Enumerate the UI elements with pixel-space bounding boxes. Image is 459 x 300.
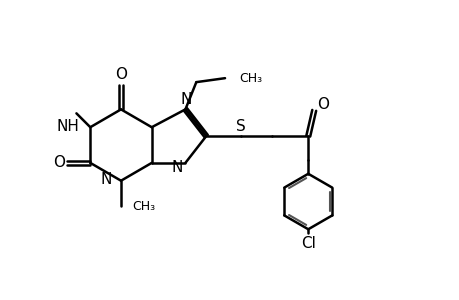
- Text: S: S: [235, 119, 245, 134]
- Text: Cl: Cl: [300, 236, 315, 250]
- Text: O: O: [53, 155, 65, 170]
- Text: N: N: [101, 172, 112, 187]
- Text: O: O: [115, 67, 127, 82]
- Text: O: O: [316, 97, 328, 112]
- Text: NH: NH: [56, 119, 79, 134]
- Text: N: N: [171, 160, 183, 175]
- Text: N: N: [180, 92, 192, 107]
- Text: CH₃: CH₃: [132, 200, 155, 213]
- Text: CH₃: CH₃: [238, 72, 262, 85]
